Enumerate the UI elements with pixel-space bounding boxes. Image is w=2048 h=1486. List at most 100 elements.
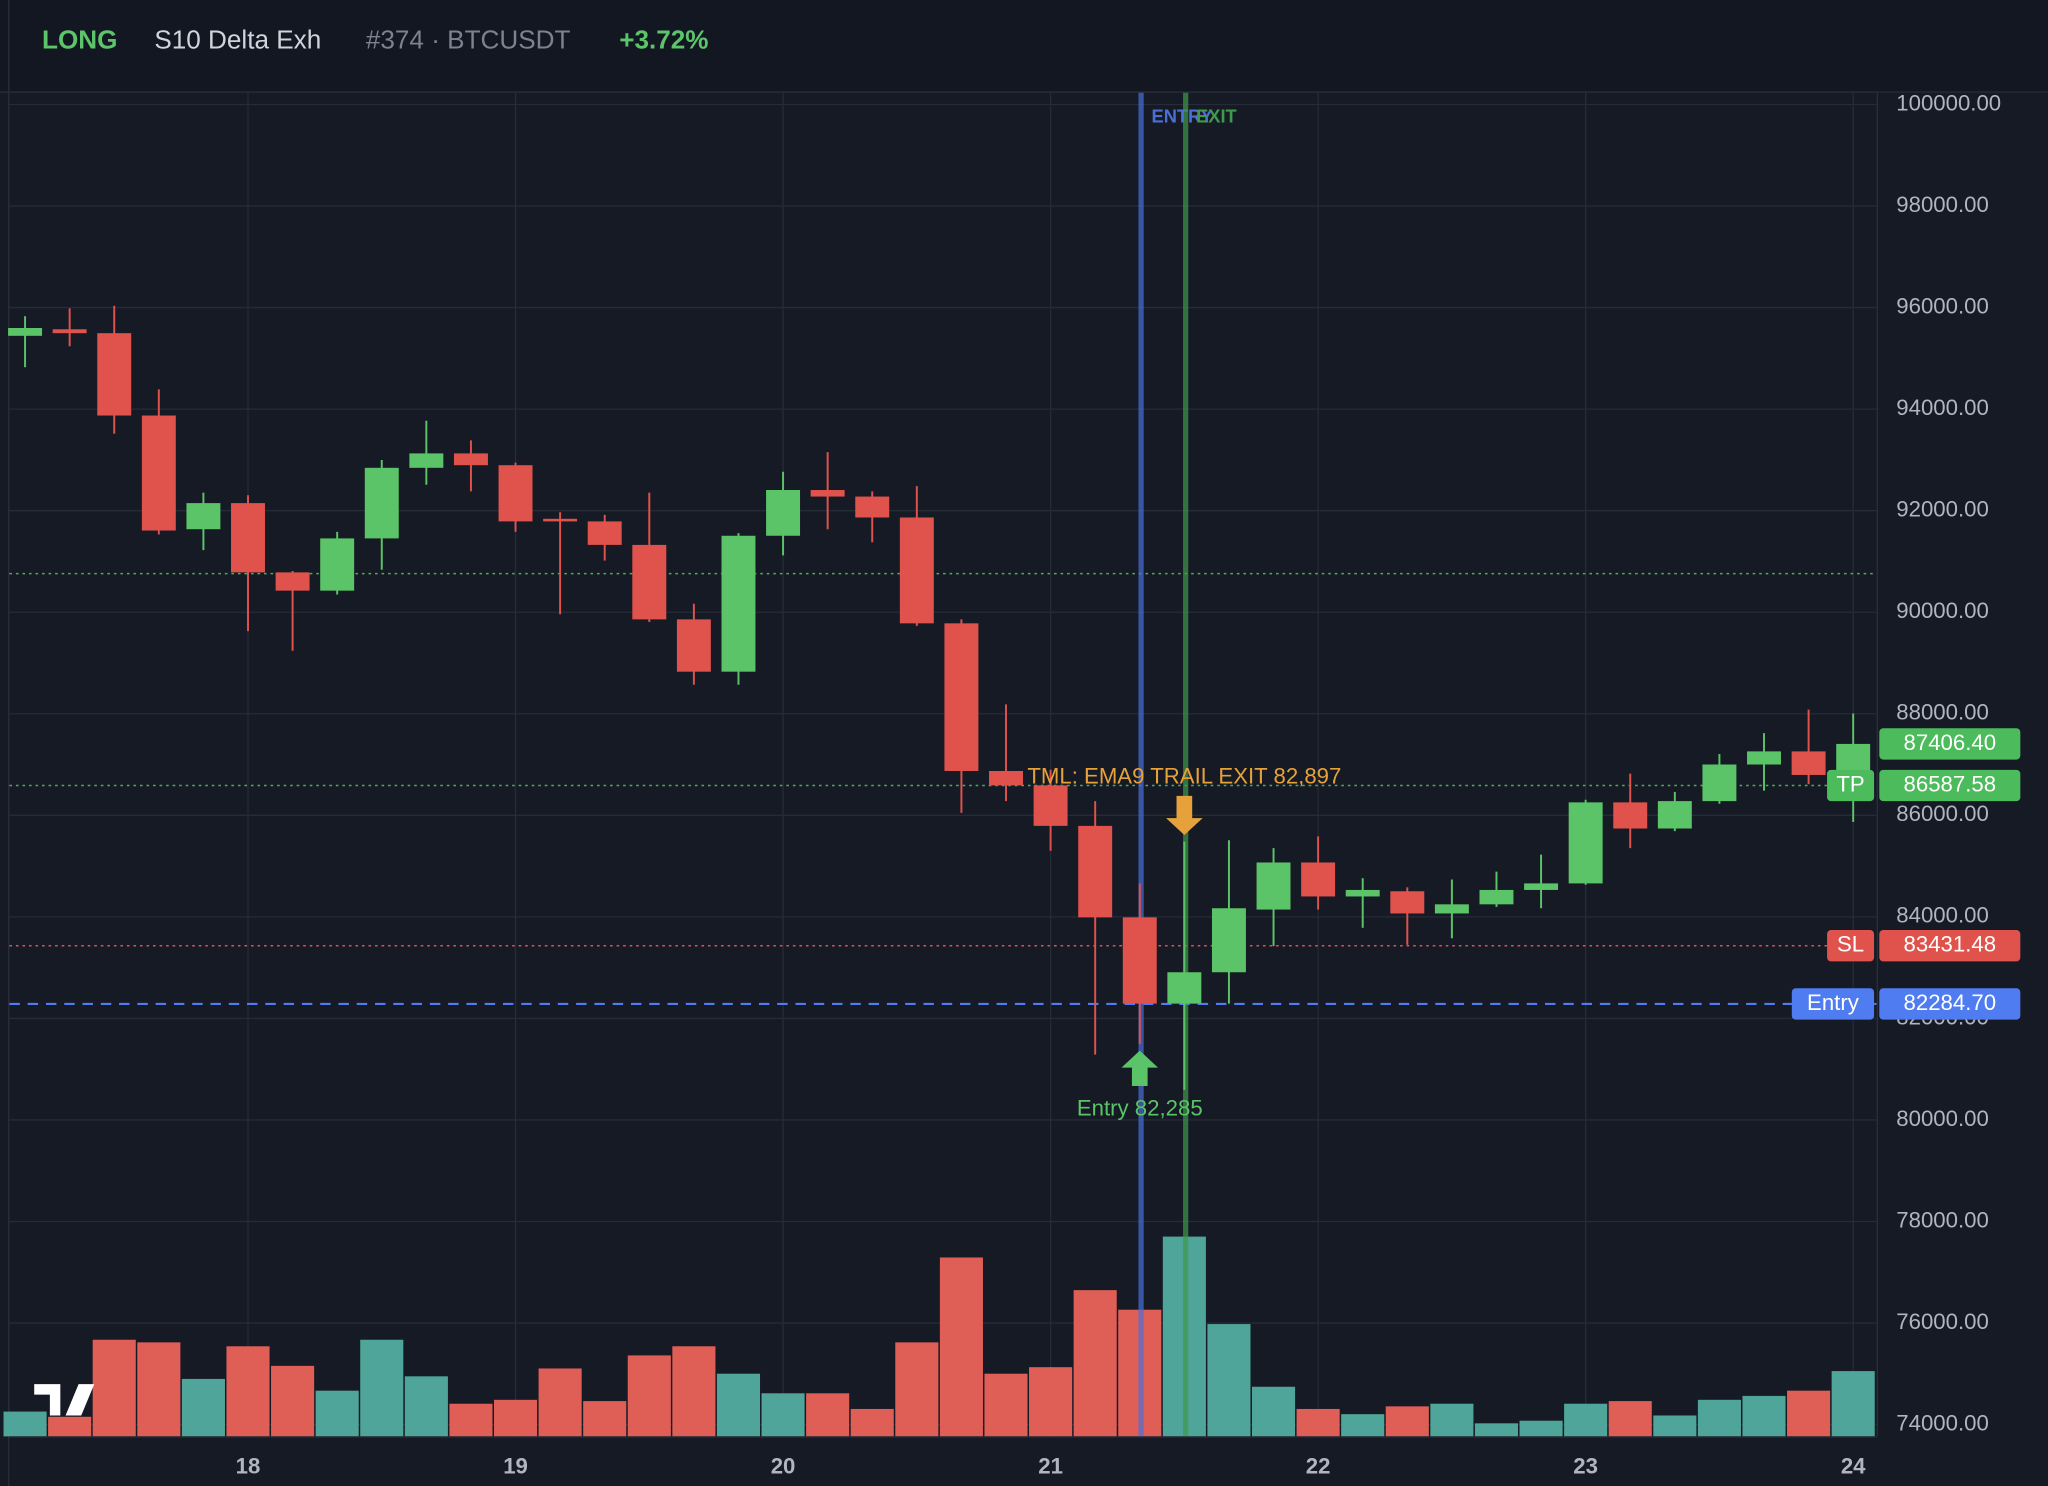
candle-body (587, 521, 622, 545)
volume-bar (672, 1346, 716, 1437)
x-tick-label: 18 (236, 1454, 261, 1479)
logo (34, 1384, 95, 1416)
volume-bar (939, 1257, 983, 1437)
candle-body (453, 453, 488, 466)
volume-bar (716, 1373, 761, 1437)
candle-body (989, 770, 1023, 786)
candle-body (1524, 883, 1559, 890)
y-tick-label: 88000.00 (1896, 700, 1989, 725)
volume-bar (92, 1339, 136, 1437)
volume-bar (1296, 1408, 1340, 1437)
volume-bar (1831, 1371, 1875, 1437)
last-price-box (1879, 728, 2021, 760)
volume-bar (1519, 1420, 1563, 1437)
candle-body (498, 465, 533, 522)
time-axis (9, 1436, 2048, 1486)
candle-body (8, 327, 43, 336)
y-tick-label: 86000.00 (1896, 801, 1989, 826)
volume (3, 1236, 1875, 1437)
volume-bar (1742, 1395, 1786, 1437)
x-tick-label: 21 (1038, 1454, 1063, 1479)
candle-body (97, 333, 132, 416)
volume-bar (3, 1411, 47, 1437)
volume-bar (360, 1339, 404, 1437)
vertical-line-label: EXIT (1196, 105, 1237, 126)
candle-body (543, 518, 578, 522)
volume-bar (1207, 1324, 1251, 1437)
volume-bar (538, 1368, 582, 1437)
volume-bar (806, 1393, 850, 1437)
candle-body (320, 538, 355, 591)
strategy: S10 Delta Exh (154, 25, 321, 55)
candle-body (186, 503, 221, 530)
candle-body (1568, 802, 1603, 884)
candle-body (632, 544, 667, 620)
level-tag (1827, 769, 1875, 802)
volume-bar (181, 1378, 225, 1437)
pnl: +3.72% (619, 25, 708, 55)
price-label: 82284.70 (1904, 990, 1997, 1015)
volume-bar (1564, 1403, 1608, 1437)
volume-bar (1787, 1390, 1831, 1437)
candle-body (1657, 801, 1692, 829)
levels (9, 572, 1877, 1006)
x-tick-label: 24 (1841, 1454, 1866, 1479)
volume-bar (1073, 1290, 1117, 1437)
y-tick-label: 74000.00 (1896, 1410, 1989, 1435)
y-tick-label: 84000.00 (1896, 903, 1989, 928)
price-label: 83431.48 (1904, 932, 1997, 957)
logo-shape (34, 1384, 95, 1416)
candle-body (1390, 891, 1425, 914)
marker-arrow (1166, 795, 1203, 836)
candle-body (275, 572, 310, 591)
marker-label: Entry 82,285 (1077, 1095, 1203, 1120)
volume-bar (1251, 1386, 1296, 1437)
volume-bar (1341, 1414, 1385, 1437)
candle-body (899, 517, 934, 624)
side: LONG (42, 25, 117, 55)
volume-bar (449, 1403, 493, 1437)
candle-body (52, 329, 87, 334)
volume-bar (271, 1365, 315, 1437)
candle-body (1613, 802, 1648, 829)
candle-body (1836, 743, 1871, 775)
candle-body (766, 490, 801, 536)
candle-body (1301, 862, 1336, 897)
candle-body (1702, 764, 1737, 802)
level-name: SL (1837, 932, 1864, 957)
volume-bar (1697, 1399, 1741, 1437)
price-label: 86587.58 (1904, 771, 1997, 796)
volume-bar (1474, 1423, 1519, 1437)
level-tag (1791, 988, 1875, 1020)
y-tick-label: 78000.00 (1896, 1207, 1989, 1232)
volume-bar (1608, 1401, 1652, 1437)
candle-body (364, 467, 399, 539)
volume-bar (850, 1408, 894, 1437)
volume-bar (761, 1393, 805, 1437)
y-tick-label: 92000.00 (1896, 497, 1989, 522)
volume-bar (583, 1401, 627, 1437)
candle-body (1167, 972, 1202, 1004)
volume-bar (137, 1342, 181, 1437)
volume-bar (984, 1373, 1028, 1437)
level-name: TP (1836, 771, 1864, 796)
x-tick-label: 20 (771, 1454, 796, 1479)
vertical-line-label: ENTRY (1152, 105, 1213, 126)
y-tick-label: 80000.00 (1896, 1106, 1989, 1131)
x-tick-label: 19 (503, 1454, 528, 1479)
candle-body (1078, 825, 1113, 918)
candle-body (141, 415, 176, 531)
volume-bar (493, 1399, 538, 1437)
candle-body (1747, 751, 1781, 765)
header-bar (0, 0, 2048, 92)
price-box (1879, 769, 2021, 802)
axis-labels: 74000.0076000.0078000.0080000.0082000.00… (236, 90, 2002, 1478)
x-tick-label: 22 (1306, 1454, 1331, 1479)
y-tick-label: 90000.00 (1896, 598, 1989, 623)
candle-body (1211, 908, 1246, 973)
candle-body (1122, 917, 1157, 1004)
volume-bar (315, 1390, 359, 1437)
